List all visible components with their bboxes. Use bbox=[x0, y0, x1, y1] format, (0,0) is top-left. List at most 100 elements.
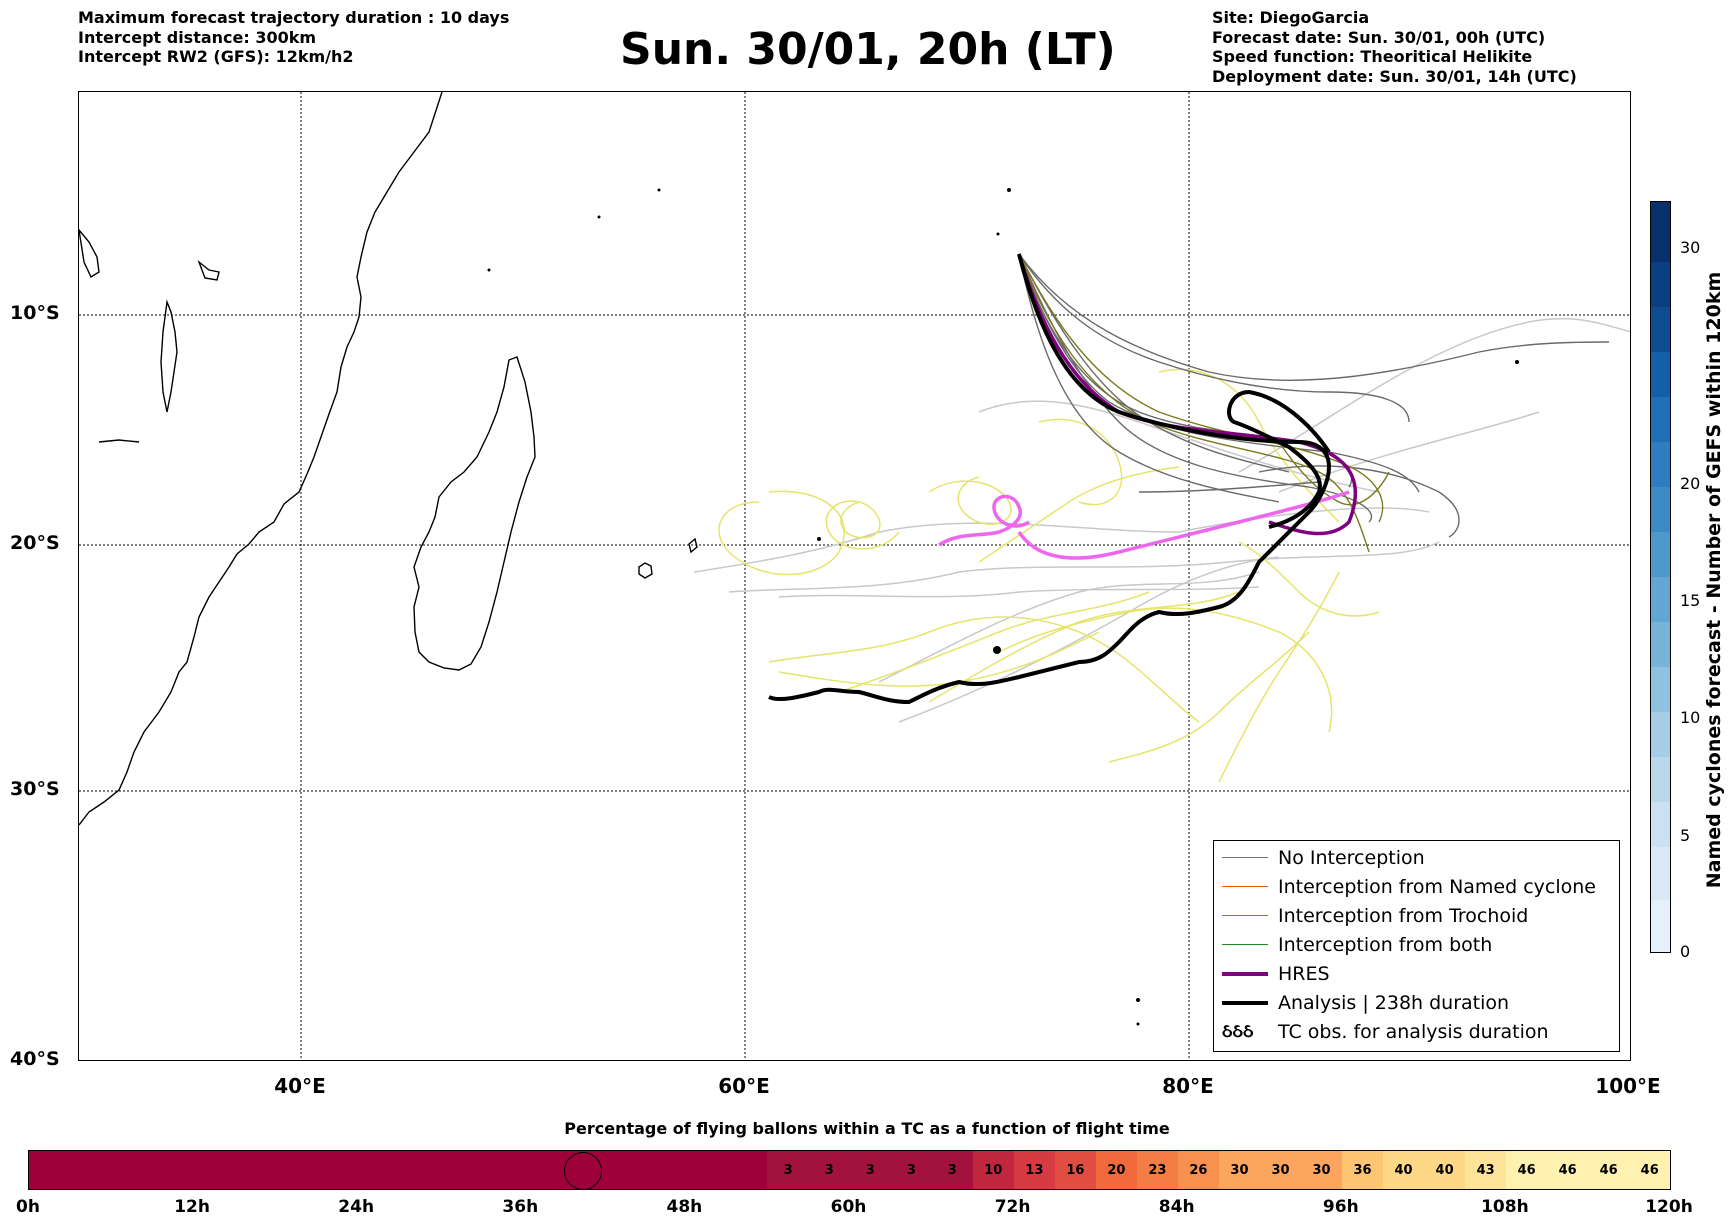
site-text: Site: DiegoGarcia bbox=[1212, 8, 1370, 27]
legend-hres: HRES bbox=[1222, 959, 1330, 988]
cyclone-count-colorbar bbox=[1650, 201, 1671, 953]
colorbar-segment: 46 bbox=[1546, 1151, 1589, 1189]
trajectory-yellow bbox=[928, 591, 1240, 703]
intercept-rw2-text: Intercept RW2 (GFS): 12km/h2 bbox=[78, 47, 354, 66]
legend-label: Analysis | 238h duration bbox=[1278, 991, 1510, 1014]
trajectory-light bbox=[978, 400, 1380, 493]
trajectory-gray bbox=[1138, 481, 1320, 493]
legend-swatch bbox=[1222, 886, 1268, 887]
lon-label-100e: 100°E bbox=[1595, 1074, 1661, 1098]
tc-percentage-colorbar: 3 3 3 3 3 10 13 16 20 23 26 30 30 30 36 40 40 43 46 46 46 46 bbox=[28, 1150, 1671, 1190]
legend-label: Interception from Trochoid bbox=[1278, 904, 1529, 927]
analysis-start-dot bbox=[993, 646, 1001, 654]
legend-swatch bbox=[1222, 915, 1268, 916]
trajectory-light bbox=[898, 556, 1280, 723]
trajectory-yellow bbox=[1218, 571, 1340, 783]
trajectory-gray bbox=[1018, 253, 1373, 523]
coastlines bbox=[79, 92, 698, 826]
trajectory-yellow bbox=[825, 500, 900, 550]
lat-label-40s: 40°S bbox=[10, 1048, 60, 1070]
trajectory-map[interactable] bbox=[78, 91, 1631, 1061]
colorbar-segment: 13 bbox=[1013, 1151, 1056, 1189]
lat-label-30s: 30°S bbox=[10, 778, 60, 800]
colorbar-segment: 26 bbox=[1177, 1151, 1220, 1189]
yellow-trajectories bbox=[718, 368, 1380, 783]
cbar-tick-20: 20 bbox=[1680, 474, 1701, 493]
gray-trajectories bbox=[1018, 253, 1610, 538]
colorbar-segment: 16 bbox=[1054, 1151, 1097, 1189]
reunion-island bbox=[638, 562, 653, 579]
legend-tc-obs: ઠઠઠ TC obs. for analysis duration bbox=[1222, 1017, 1549, 1046]
map-canvas bbox=[79, 92, 1630, 1060]
colorbar-segment: 23 bbox=[1136, 1151, 1179, 1189]
analysis-trajectory bbox=[768, 253, 1332, 705]
africa-coast bbox=[79, 92, 443, 826]
cbar-base-segment bbox=[29, 1151, 768, 1189]
legend-swatch bbox=[1222, 1000, 1268, 1005]
mauritius-island bbox=[688, 537, 698, 554]
island-dot bbox=[996, 232, 1000, 236]
tc-percentage-title: Percentage of flying ballons within a TC… bbox=[564, 1119, 1170, 1138]
lon-label-80e: 80°E bbox=[1162, 1074, 1214, 1098]
island-dot bbox=[1007, 188, 1011, 192]
colorbar-segment: 3 bbox=[767, 1151, 809, 1189]
page-title: Sun. 30/01, 20h (LT) bbox=[620, 24, 1116, 75]
colorbar-segment: 43 bbox=[1464, 1151, 1507, 1189]
colorbar-segment: 36 bbox=[1341, 1151, 1384, 1189]
lake-victoria bbox=[197, 259, 220, 281]
colorbar-segment: 10 bbox=[972, 1151, 1015, 1189]
colorbar-segment: 40 bbox=[1423, 1151, 1466, 1189]
trajectory-yellow bbox=[768, 616, 1200, 723]
colorbar-segment: 46 bbox=[1587, 1151, 1630, 1189]
max-duration-text: Maximum forecast trajectory duration : 1… bbox=[78, 8, 510, 27]
lat-label-20s: 20°S bbox=[10, 532, 60, 554]
trajectory-gray bbox=[1018, 253, 1420, 493]
tc-symbol-icon: ઠઠઠ bbox=[1222, 1021, 1254, 1042]
cbar-tick-15: 15 bbox=[1680, 591, 1701, 610]
legend-swatch bbox=[1222, 971, 1268, 976]
lon-label-60e: 60°E bbox=[718, 1074, 770, 1098]
trajectory-gray bbox=[1258, 465, 1460, 538]
island-dot bbox=[1515, 360, 1519, 364]
trajectory-light bbox=[878, 571, 1260, 683]
trajectory-yellow bbox=[1108, 631, 1310, 763]
trajectory-yellow bbox=[1238, 541, 1380, 617]
colorbar-tick-label: 12h bbox=[174, 1197, 210, 1217]
colorbar-segment: 46 bbox=[1628, 1151, 1671, 1189]
legend-named-cyclone: Interception from Named cyclone bbox=[1222, 872, 1596, 901]
legend-both: Interception from both bbox=[1222, 930, 1492, 959]
trajectory-gray bbox=[1018, 253, 1410, 423]
island-dot bbox=[817, 537, 821, 541]
forecast-date-text: Forecast date: Sun. 30/01, 00h (UTC) bbox=[1212, 27, 1546, 47]
intercept-distance-text: Intercept distance: 300km bbox=[78, 27, 317, 47]
colorbar-segment: 30 bbox=[1259, 1151, 1302, 1189]
cbar-tick-0: 0 bbox=[1680, 942, 1691, 961]
colorbar-segment: 3 bbox=[849, 1151, 892, 1189]
lake-malawi bbox=[160, 299, 178, 413]
legend-analysis: Analysis | 238h duration bbox=[1222, 988, 1509, 1017]
colorbar-segment: 20 bbox=[1095, 1151, 1138, 1189]
cbar-tick-5: 5 bbox=[1680, 826, 1691, 845]
trajectory-gray bbox=[1018, 253, 1610, 381]
legend-swatch bbox=[1222, 944, 1268, 945]
trajectory-yellow bbox=[778, 631, 1100, 687]
lake-tanganyika bbox=[79, 228, 100, 279]
legend-swatch bbox=[1222, 857, 1268, 858]
graticule bbox=[79, 92, 1630, 1060]
island-dot bbox=[487, 268, 491, 272]
colorbar-tick-label: 36h bbox=[502, 1197, 539, 1217]
colorbar-tick-label: 60h bbox=[830, 1197, 867, 1217]
trajectory-yellow bbox=[838, 591, 1150, 693]
trajectory-yellow bbox=[718, 490, 845, 576]
colorbar-segment: 3 bbox=[808, 1151, 850, 1189]
legend-no-interception: No Interception bbox=[1222, 843, 1425, 872]
trajectory-gray bbox=[1018, 253, 1280, 503]
colorbar-tick-label: 120h bbox=[1645, 1197, 1693, 1217]
cbar-tick-10: 10 bbox=[1680, 708, 1701, 727]
cbar-tick-30: 30 bbox=[1680, 238, 1701, 257]
trajectory-yellow bbox=[1038, 418, 1123, 506]
forecast-parameters: Maximum forecast trajectory duration : 1… bbox=[78, 8, 509, 67]
deployment-date-text: Deployment date: Sun. 30/01, 14h (UTC) bbox=[1212, 66, 1577, 86]
light-trajectories bbox=[693, 317, 1630, 723]
time-marker-icon bbox=[563, 1152, 602, 1190]
